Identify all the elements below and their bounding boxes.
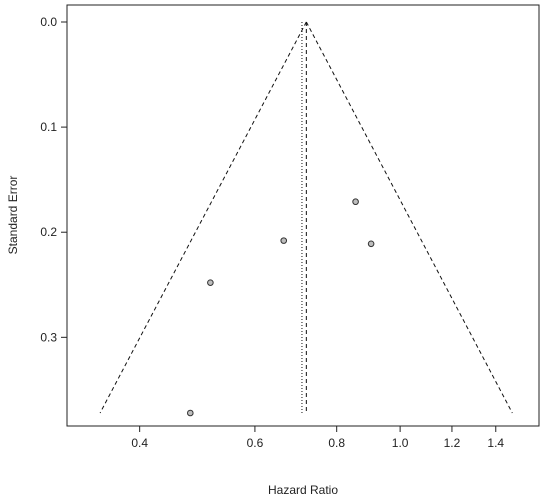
x-tick-label: 0.8 — [328, 436, 345, 450]
funnel-lines — [99, 21, 513, 414]
axes: 0.4 0.6 0.8 1.0 1.2 1.4 0.0 0.1 0.2 0.3 — [40, 15, 504, 450]
x-tick-label: 0.6 — [247, 436, 264, 450]
x-tick-label: 1.0 — [392, 436, 409, 450]
y-tick-label: 0.2 — [40, 225, 57, 239]
study-point — [280, 237, 288, 244]
study-point — [352, 198, 359, 206]
plot-frame — [66, 4, 540, 427]
x-tick-label: 1.2 — [444, 436, 461, 450]
x-axis-title: Hazard Ratio — [268, 483, 338, 497]
study-point — [186, 409, 194, 417]
x-tick-label: 0.4 — [131, 436, 148, 450]
study-point — [207, 279, 214, 286]
funnel-left-limit — [99, 21, 307, 414]
y-tick-label: 0.3 — [40, 330, 57, 344]
y-tick-label: 0.1 — [40, 120, 57, 134]
y-axis-title: Standard Error — [6, 176, 20, 255]
funnel-right-limit — [305, 21, 513, 414]
y-tick-label: 0.0 — [40, 15, 57, 29]
study-points — [186, 198, 375, 417]
x-tick-label: 1.4 — [487, 436, 504, 450]
study-point — [367, 240, 375, 248]
